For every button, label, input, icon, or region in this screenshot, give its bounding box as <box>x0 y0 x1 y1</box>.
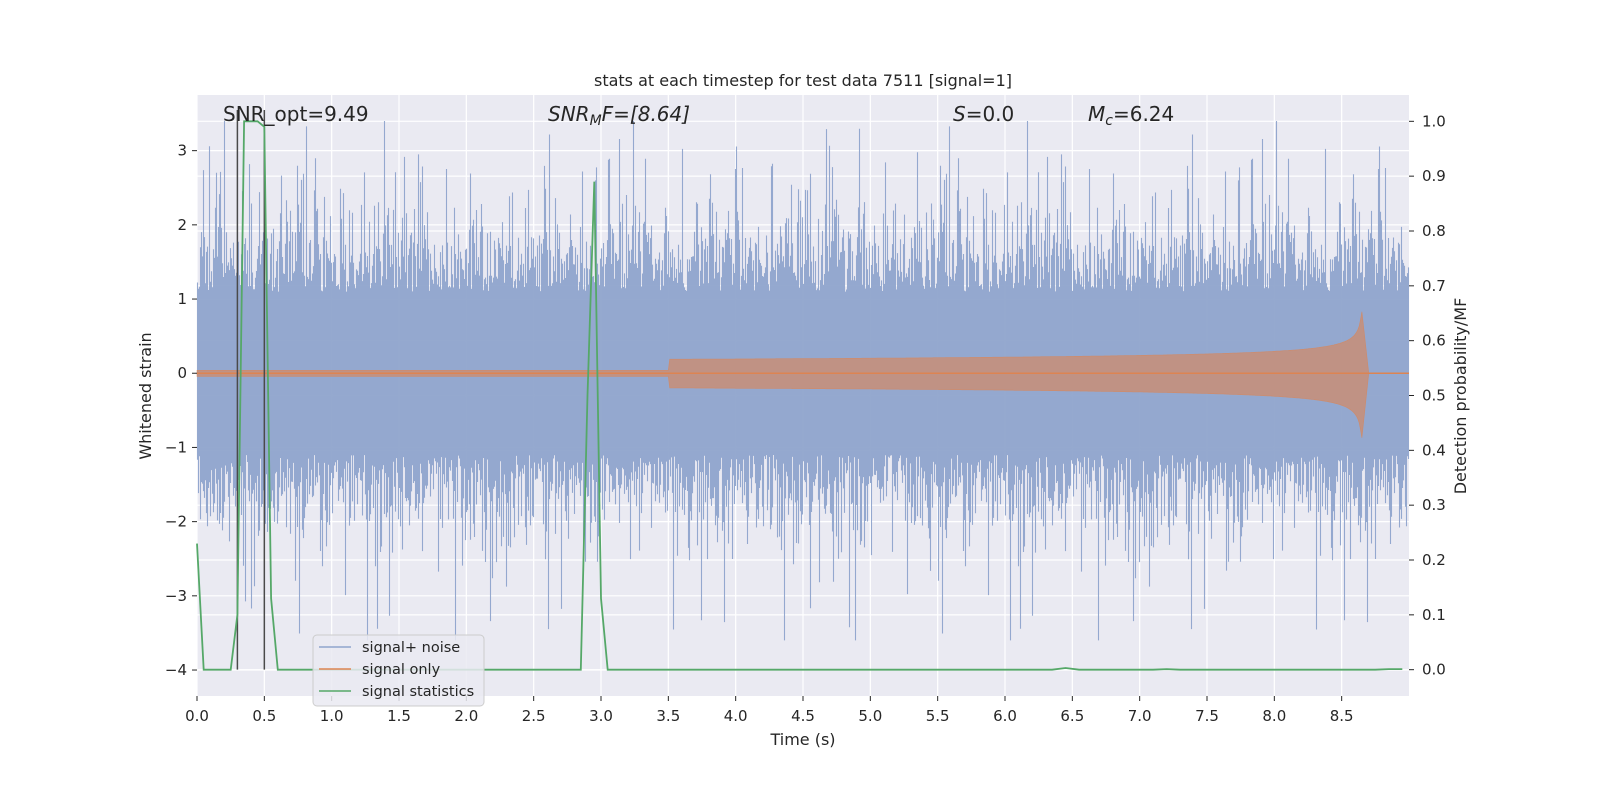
series-signal-only <box>196 311 1409 438</box>
annotation-s: S=0.0 <box>953 102 1014 126</box>
y-tick-label: −3 <box>165 587 187 605</box>
x-tick-label: 0.5 <box>252 707 276 725</box>
x-tick-label: 6.0 <box>993 707 1017 725</box>
y2-tick-label: 0.4 <box>1422 441 1446 459</box>
x-tick-label: 5.0 <box>858 707 882 725</box>
legend-label-signal-plus-noise: signal+ noise <box>362 640 460 656</box>
stats-trace <box>196 120 1403 671</box>
x-tick-label: 8.0 <box>1262 707 1286 725</box>
y2-tick-label: 0.0 <box>1422 661 1446 679</box>
x-tick-label: 2.0 <box>454 707 478 725</box>
legend-box <box>312 634 485 707</box>
legend-label-signal-statistics: signal statistics <box>362 684 474 700</box>
y2-tick-label: 0.7 <box>1422 277 1446 295</box>
y2-tick-label: 0.2 <box>1422 551 1446 569</box>
y2-axis-ticks: 1.0 0.9 0.8 0.7 0.6 0.5 0.4 0.3 0.2 0.1 0.0 <box>1409 112 1446 679</box>
y-tick-label: −4 <box>165 661 187 679</box>
x-tick-label: 1.5 <box>387 707 411 725</box>
y2-tick-label: 0.8 <box>1422 222 1446 240</box>
x-tick-label: 7.0 <box>1128 707 1152 725</box>
y2-tick-label: 0.1 <box>1422 606 1446 624</box>
series-signal-statistics <box>196 120 1403 671</box>
x-tick-label: 0.0 <box>185 707 209 725</box>
y-tick-label: −2 <box>165 513 187 531</box>
x-axis-ticks: 0.0 0.5 1.0 1.5 2.0 2.5 3.0 3.5 4.0 4.5 5.0 5.5 6.0 6… <box>185 696 1354 725</box>
x-axis-label: Time (s) <box>769 730 835 749</box>
y-tick-label: 0 <box>177 364 187 382</box>
x-tick-label: 8.5 <box>1330 707 1354 725</box>
x-tick-label: 2.5 <box>522 707 546 725</box>
y-axis-label: Whitened strain <box>136 332 155 459</box>
y-axis-ticks: 3 2 1 0 −1 −2 −3 −4 <box>165 142 197 679</box>
annotation-snr-mf: SNRMF=[8.64] <box>548 102 690 129</box>
y2-tick-label: 0.5 <box>1422 387 1446 405</box>
y2-tick-label: 0.9 <box>1422 167 1446 185</box>
y-tick-label: 3 <box>177 142 187 160</box>
y2-tick-label: 1.0 <box>1422 112 1446 130</box>
x-tick-label: 5.5 <box>926 707 950 725</box>
x-tick-label: 6.5 <box>1060 707 1084 725</box>
legend-label-signal-only: signal only <box>362 662 441 678</box>
x-tick-label: 3.0 <box>589 707 613 725</box>
x-tick-label: 4.5 <box>791 707 815 725</box>
chart-title: stats at each timestep for test data 751… <box>594 71 1012 90</box>
annotation-mc: Mc=6.24 <box>1088 102 1174 129</box>
legend: signal+ noise signal only signal statist… <box>312 634 485 707</box>
y-tick-label: 2 <box>177 216 187 234</box>
chirp-envelope <box>196 311 1369 438</box>
x-tick-label: 3.5 <box>656 707 680 725</box>
y-tick-label: −1 <box>165 438 187 456</box>
y2-axis-label: Detection probability/MF <box>1451 298 1470 495</box>
y2-tick-label: 0.3 <box>1422 496 1446 514</box>
y2-tick-label: 0.6 <box>1422 332 1446 350</box>
annotation-snr-opt: SNR_opt=9.49 <box>223 102 369 126</box>
y-tick-label: 1 <box>177 290 187 308</box>
x-tick-label: 4.0 <box>724 707 748 725</box>
x-tick-label: 1.0 <box>320 707 344 725</box>
x-tick-label: 7.5 <box>1195 707 1219 725</box>
